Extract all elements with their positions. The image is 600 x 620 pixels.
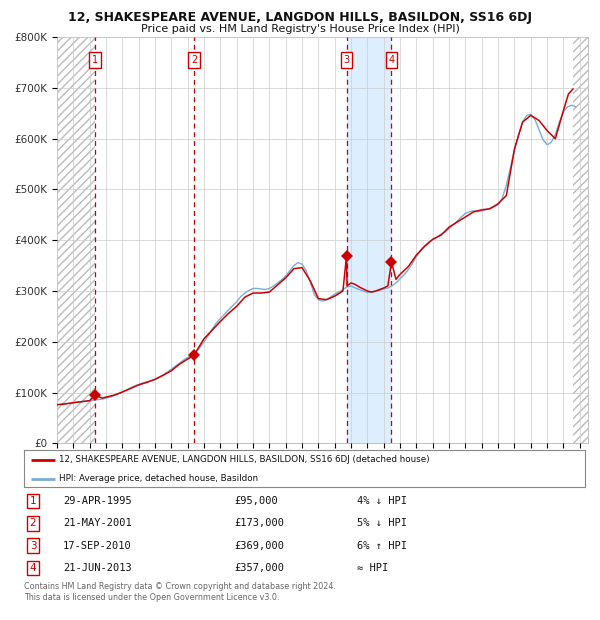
Text: £95,000: £95,000 [234,496,278,506]
Text: 29-APR-1995: 29-APR-1995 [63,496,132,506]
Text: 2: 2 [191,55,197,65]
Text: 1: 1 [92,55,98,65]
Text: ≈ HPI: ≈ HPI [357,563,388,573]
Text: 21-JUN-2013: 21-JUN-2013 [63,563,132,573]
Text: 21-MAY-2001: 21-MAY-2001 [63,518,132,528]
Bar [573,37,588,443]
Text: Price paid vs. HM Land Registry's House Price Index (HPI): Price paid vs. HM Land Registry's House … [140,24,460,33]
Text: £357,000: £357,000 [234,563,284,573]
Text: £173,000: £173,000 [234,518,284,528]
Bar [57,37,95,443]
Bar [347,37,391,443]
Text: 1: 1 [29,496,37,506]
Text: 2: 2 [29,518,37,528]
Text: 12, SHAKESPEARE AVENUE, LANGDON HILLS, BASILDON, SS16 6DJ (detached house): 12, SHAKESPEARE AVENUE, LANGDON HILLS, B… [59,455,430,464]
Text: HPI: Average price, detached house, Basildon: HPI: Average price, detached house, Basi… [59,474,258,483]
Text: 3: 3 [343,55,350,65]
Text: 4: 4 [388,55,395,65]
Text: 12, SHAKESPEARE AVENUE, LANGDON HILLS, BASILDON, SS16 6DJ: 12, SHAKESPEARE AVENUE, LANGDON HILLS, B… [68,11,532,24]
Text: 3: 3 [29,541,37,551]
Text: £369,000: £369,000 [234,541,284,551]
Text: 5% ↓ HPI: 5% ↓ HPI [357,518,407,528]
Text: 6% ↑ HPI: 6% ↑ HPI [357,541,407,551]
Text: Contains HM Land Registry data © Crown copyright and database right 2024.
This d: Contains HM Land Registry data © Crown c… [24,582,336,601]
Text: 4% ↓ HPI: 4% ↓ HPI [357,496,407,506]
Text: 4: 4 [29,563,37,573]
Text: 17-SEP-2010: 17-SEP-2010 [63,541,132,551]
